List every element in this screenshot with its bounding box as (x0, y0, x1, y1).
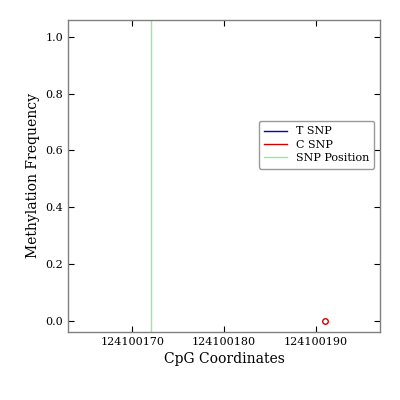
Legend: T SNP, C SNP, SNP Position: T SNP, C SNP, SNP Position (259, 121, 374, 169)
X-axis label: CpG Coordinates: CpG Coordinates (164, 352, 284, 366)
Y-axis label: Methylation Frequency: Methylation Frequency (26, 94, 40, 258)
